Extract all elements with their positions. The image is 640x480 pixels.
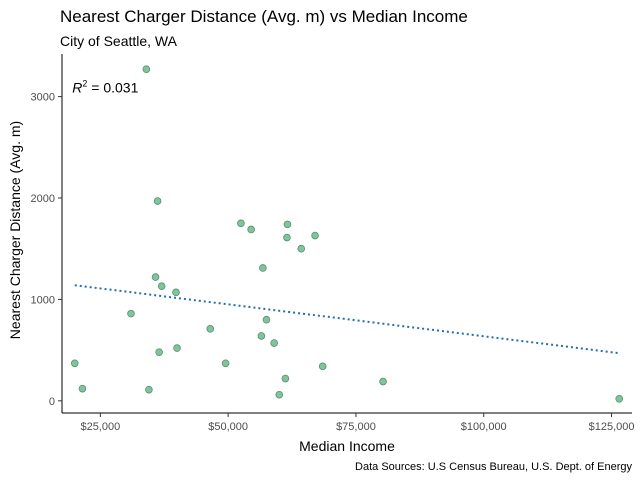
data-point: [311, 231, 319, 240]
data-point: [173, 344, 181, 352]
data-point: [145, 385, 153, 394]
x-tick-label: $125,000: [589, 421, 635, 433]
data-point: [283, 233, 291, 242]
data-point: [270, 339, 278, 347]
data-point: [318, 362, 327, 371]
x-tick-label: $25,000: [80, 421, 120, 433]
plot-area: $25,000 $50,000 $75,000 $100,000 $125,000 0 10…: [31, 54, 635, 433]
data-point: [153, 197, 162, 205]
x-axis-title: Median Income: [299, 438, 395, 454]
y-tick-label: 3000: [31, 92, 55, 104]
data-point: [70, 359, 79, 368]
data-point: [157, 282, 166, 291]
chart-caption: Data Sources: U.S Census Bureau, U.S. De…: [355, 461, 632, 473]
x-tick-label: $50,000: [208, 421, 248, 433]
data-point: [259, 264, 267, 272]
data-point: [283, 220, 292, 229]
data-point: [257, 332, 266, 340]
y-tick-label: 0: [49, 396, 55, 408]
data-point: [281, 374, 290, 383]
chart-title: Nearest Charger Distance (Avg. m) vs Med…: [60, 7, 468, 26]
x-tick-label: $100,000: [461, 421, 507, 433]
data-point: [142, 65, 151, 74]
data-point: [172, 288, 180, 297]
data-point: [262, 315, 271, 324]
data-point: [78, 384, 87, 393]
trend-line: [74, 284, 620, 355]
data-point: [379, 377, 387, 386]
data-point: [275, 390, 284, 399]
r-squared-annotation: R2 = 0.031: [72, 78, 138, 95]
data-point: [155, 348, 163, 356]
y-tick-label: 1000: [31, 294, 55, 306]
data-point: [151, 273, 160, 281]
chart-subtitle: City of Seattle, WA: [60, 33, 178, 49]
data-point: [247, 225, 255, 234]
data-point: [221, 359, 230, 368]
data-point: [297, 244, 306, 253]
data-point: [615, 395, 624, 403]
x-tick-label: $75,000: [336, 421, 376, 433]
y-tick-label: 2000: [31, 193, 55, 205]
data-point: [237, 219, 245, 228]
data-point: [127, 309, 135, 318]
y-axis-title: Nearest Charger Distance (Avg. m): [7, 121, 23, 339]
data-point: [206, 325, 215, 333]
